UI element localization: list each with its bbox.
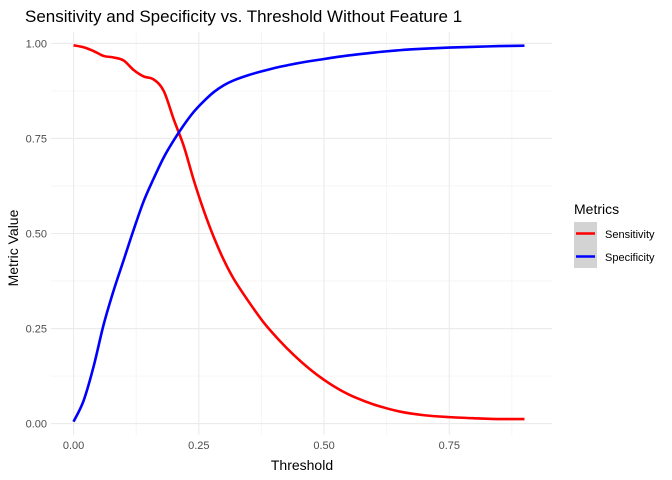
legend-label-specificity: Specificity <box>605 252 655 264</box>
x-axis-title: Threshold <box>271 457 333 473</box>
series-line-sensitivity <box>73 44 525 421</box>
gridlines <box>51 32 552 435</box>
x-tick-label: 0.25 <box>188 440 209 452</box>
y-tick-label: 0.25 <box>26 324 47 336</box>
series-line-specificity <box>72 44 525 423</box>
series-lines <box>72 44 525 423</box>
y-tick-label: 0.75 <box>26 133 47 145</box>
y-tick-label: 0.50 <box>26 229 47 241</box>
y-axis-title: Metric Value <box>5 209 21 286</box>
y-tick-label: 1.00 <box>26 38 47 50</box>
legend-label-sensitivity: Sensitivity <box>605 229 655 241</box>
legend-title: Metrics <box>574 201 619 217</box>
x-tick-label: 0.00 <box>63 440 84 452</box>
x-tick-label: 0.50 <box>313 440 334 452</box>
legend: Metrics Sensitivity Specificity <box>574 201 655 268</box>
x-tick-label: 0.75 <box>439 440 460 452</box>
tick-labels: 0.00 0.25 0.50 0.75 0.00 0.25 0.50 0.75 1.00 <box>26 38 460 452</box>
chart-title: Sensitivity and Specificity vs. Threshol… <box>25 7 462 26</box>
y-tick-label: 0.00 <box>26 419 47 431</box>
